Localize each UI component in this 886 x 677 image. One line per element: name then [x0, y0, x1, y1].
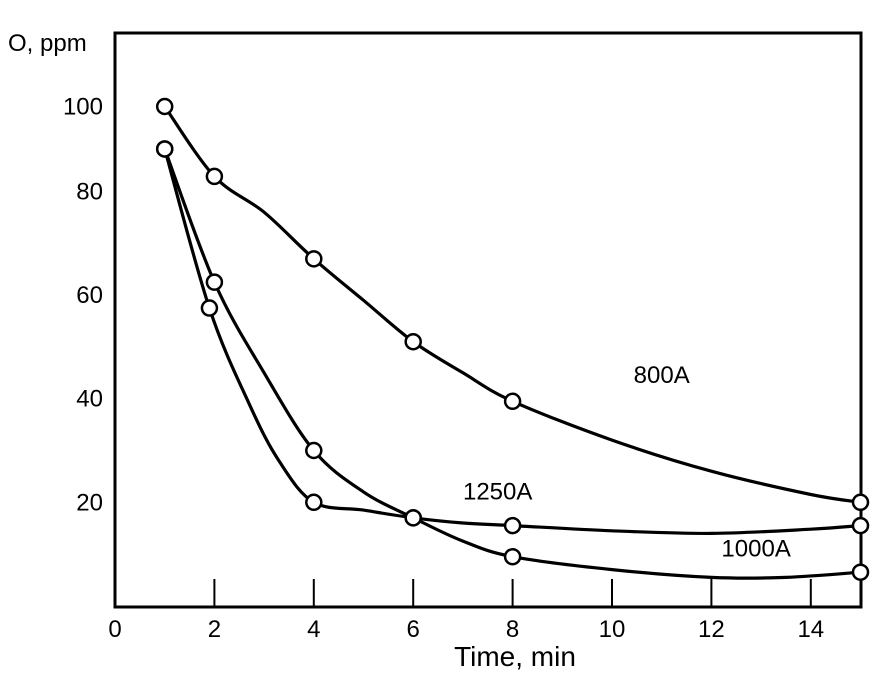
- x-tick-label: 10: [599, 616, 626, 643]
- y-tick-label: 100: [63, 94, 103, 121]
- series-label-1250a: 1250A: [463, 479, 532, 506]
- curves-layer: [163, 104, 863, 580]
- y-tick-label: 80: [76, 179, 103, 206]
- data-point-1250a: [200, 299, 219, 317]
- x-tick-label: 0: [108, 616, 121, 643]
- y-axis-title: O, ppm: [8, 30, 87, 57]
- x-tick-label: 8: [506, 616, 519, 643]
- x-tick-label: 6: [407, 616, 420, 643]
- data-point-800a: [851, 493, 870, 512]
- data-point-1000a: [305, 441, 323, 460]
- ticks-layer: 0 2 4 6 8 10 12 14 20 40 60 80 100: [63, 94, 824, 644]
- data-point-800a: [404, 332, 422, 351]
- x-axis-title: Time, min: [454, 641, 576, 672]
- series-line-1000a: [163, 147, 863, 580]
- data-point-1000a: [503, 547, 522, 566]
- data-point-1250a: [851, 516, 870, 535]
- x-tick-label: 2: [208, 616, 221, 643]
- x-tick-label: 4: [307, 616, 320, 643]
- x-tick-label: 12: [698, 616, 725, 643]
- labels-layer: 800A 1250A 1000A: [463, 362, 791, 563]
- y-tick-label: 20: [76, 489, 103, 516]
- y-tick-label: 40: [76, 386, 103, 413]
- series-line-800a: [163, 104, 863, 504]
- data-point-800a: [503, 392, 522, 411]
- data-point-1250a: [503, 516, 522, 535]
- series-line-1250a: [163, 147, 863, 536]
- plot-frame: [113, 31, 863, 609]
- data-point-1250a: [305, 493, 323, 512]
- data-point-800a: [205, 167, 224, 186]
- data-point-800a: [305, 250, 323, 268]
- data-point-1000a: [155, 140, 174, 158]
- series-label-1000a: 1000A: [721, 536, 790, 563]
- y-tick-label: 60: [76, 282, 103, 309]
- data-point-1000a: [205, 273, 224, 291]
- data-point-800a: [155, 97, 174, 116]
- data-point-1000a: [404, 509, 422, 527]
- x-tick-label: 14: [797, 616, 824, 643]
- points-layer: [155, 97, 870, 581]
- data-point-1000a: [851, 563, 870, 581]
- series-label-800a: 800A: [634, 362, 690, 389]
